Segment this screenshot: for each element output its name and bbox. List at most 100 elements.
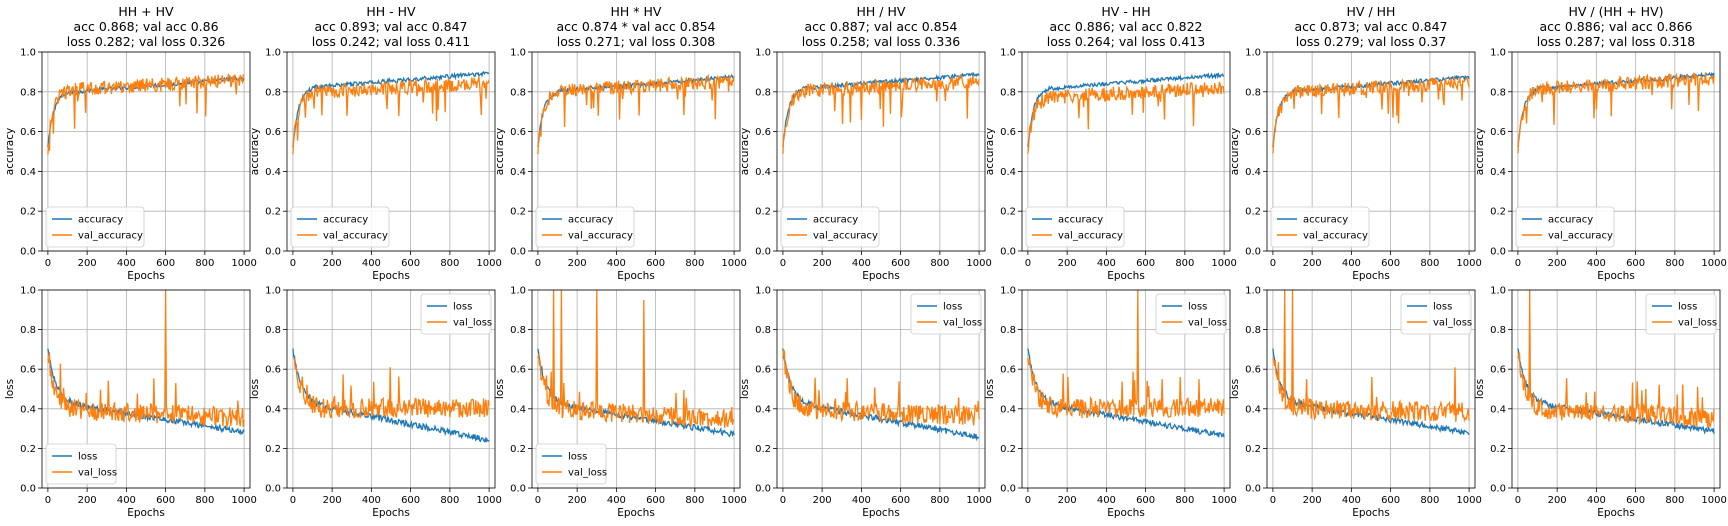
x-tick-label: 0 <box>780 495 786 506</box>
panel-subtitle-acc: acc 0.886; val acc 0.822 <box>1049 19 1202 34</box>
legend: accuracy val_accuracy <box>1270 206 1370 248</box>
x-axis-label: Epochs <box>862 507 900 519</box>
y-tick-label: 0.2 <box>20 207 36 218</box>
plot-area <box>782 348 980 442</box>
panel-title: HH - HV <box>366 4 416 19</box>
x-tick-label: 600 <box>1136 495 1155 506</box>
axes-frame <box>1021 51 1231 252</box>
y-tick-label: 0.0 <box>510 484 526 495</box>
legend: accuracy val_accuracy <box>45 206 145 248</box>
y-tick-label: 0.6 <box>265 365 281 376</box>
legend-label: accuracy <box>813 215 858 226</box>
x-tick-label: 800 <box>440 495 459 506</box>
y-axis-label: loss <box>1229 379 1241 399</box>
y-axis-label: accuracy <box>984 128 996 175</box>
x-tick-label: 600 <box>646 495 665 506</box>
accuracy-axes: 0 200 400 600 800 1000 0.0 0.2 0.4 0.6 0.8 1.0 Epoch… <box>494 48 747 283</box>
legend-label: val_accuracy <box>568 231 633 242</box>
legend-label: val_loss <box>943 318 982 329</box>
x-tick-label: 0 <box>1025 258 1031 269</box>
legend-box <box>420 293 492 335</box>
legend: accuracy val_accuracy <box>780 206 880 248</box>
x-tick-label: 400 <box>852 258 871 269</box>
y-axis-label: loss <box>494 379 506 399</box>
y-tick-label: 0.0 <box>265 484 281 495</box>
y-axis-label: loss <box>739 379 751 399</box>
y-tick-label: 0.6 <box>1490 365 1506 376</box>
y-tick-label: 1.0 <box>265 48 281 59</box>
x-tick-label: 800 <box>930 495 949 506</box>
x-tick-label: 800 <box>1665 258 1684 269</box>
y-tick-label: 0.4 <box>20 404 36 415</box>
y-tick-label: 0.8 <box>510 325 526 336</box>
panel-6: HV / (HH + HV)acc 0.886; val acc 0.866lo… <box>1474 4 1727 519</box>
panel-subtitle-loss: loss 0.242; val loss 0.411 <box>312 34 471 49</box>
x-tick-label: 600 <box>156 258 175 269</box>
y-tick-label: 0.4 <box>755 167 771 178</box>
x-tick-label: 1000 <box>966 258 991 269</box>
plot-area <box>47 72 245 155</box>
y-tick-label: 1.0 <box>1490 286 1506 297</box>
y-tick-label: 0.2 <box>510 444 526 455</box>
axes-frame <box>1511 289 1721 489</box>
val_accuracy-line <box>1517 72 1715 154</box>
y-tick-label: 0.6 <box>20 127 36 138</box>
y-tick-label: 1.0 <box>755 48 771 59</box>
x-tick-label: 400 <box>117 258 136 269</box>
y-tick-label: 0.2 <box>755 444 771 455</box>
x-tick-label: 0 <box>535 258 541 269</box>
y-tick-label: 0.6 <box>1000 365 1016 376</box>
plot-area <box>292 348 490 443</box>
y-axis-label: accuracy <box>1474 128 1486 175</box>
y-tick-label: 0.4 <box>510 167 526 178</box>
y-tick-label: 0.0 <box>1000 484 1016 495</box>
y-axis-label: loss <box>249 379 261 399</box>
x-tick-label: 400 <box>1587 258 1606 269</box>
x-tick-label: 400 <box>607 495 626 506</box>
x-tick-label: 400 <box>607 258 626 269</box>
y-tick-label: 1.0 <box>755 286 771 297</box>
x-tick-label: 0 <box>535 495 541 506</box>
legend-label: val_accuracy <box>1548 231 1613 242</box>
x-tick-label: 200 <box>1548 258 1567 269</box>
x-axis-label: Epochs <box>1597 507 1635 519</box>
x-tick-label: 600 <box>1381 495 1400 506</box>
val_loss-line <box>782 349 980 426</box>
y-tick-label: 0.0 <box>20 247 36 258</box>
plot-area <box>1272 74 1470 154</box>
axes-frame <box>286 289 496 489</box>
legend-label: loss <box>1433 302 1452 313</box>
x-tick-label: 600 <box>891 258 910 269</box>
x-tick-label: 0 <box>1270 258 1276 269</box>
legend: loss val_loss <box>1155 293 1227 335</box>
x-axis-label: Epochs <box>127 507 165 519</box>
panel-subtitle-acc: acc 0.886; val acc 0.866 <box>1539 19 1692 34</box>
x-tick-label: 1000 <box>721 495 746 506</box>
legend-box <box>1645 293 1717 335</box>
x-tick-label: 400 <box>1342 258 1361 269</box>
y-tick-label: 0.0 <box>265 247 281 258</box>
legend-box <box>45 206 145 248</box>
x-tick-label: 200 <box>1058 495 1077 506</box>
y-tick-label: 0.8 <box>20 325 36 336</box>
val_accuracy-line <box>1272 76 1470 154</box>
plot-area <box>782 71 980 154</box>
x-tick-label: 200 <box>323 495 342 506</box>
x-tick-label: 0 <box>45 495 51 506</box>
y-tick-label: 0.2 <box>1000 207 1016 218</box>
x-tick-label: 200 <box>78 495 97 506</box>
panel-subtitle-acc: acc 0.868; val acc 0.86 <box>73 19 218 34</box>
y-tick-label: 0.2 <box>510 207 526 218</box>
loss-axes: 0 200 400 600 800 1000 0.0 0.2 0.4 0.6 0.8 1.0 Epoch… <box>739 286 992 520</box>
axes-frame <box>286 51 496 252</box>
plot-area <box>1272 290 1470 436</box>
panel-subtitle-loss: loss 0.282; val loss 0.326 <box>67 34 226 49</box>
accuracy-line <box>1027 71 1225 147</box>
y-tick-label: 0.2 <box>265 207 281 218</box>
y-tick-label: 0.2 <box>20 444 36 455</box>
axes-frame <box>776 289 986 489</box>
axes-frame <box>531 289 741 489</box>
y-tick-label: 1.0 <box>20 48 36 59</box>
val_loss-line <box>537 290 735 428</box>
y-tick-label: 0.4 <box>1245 167 1261 178</box>
